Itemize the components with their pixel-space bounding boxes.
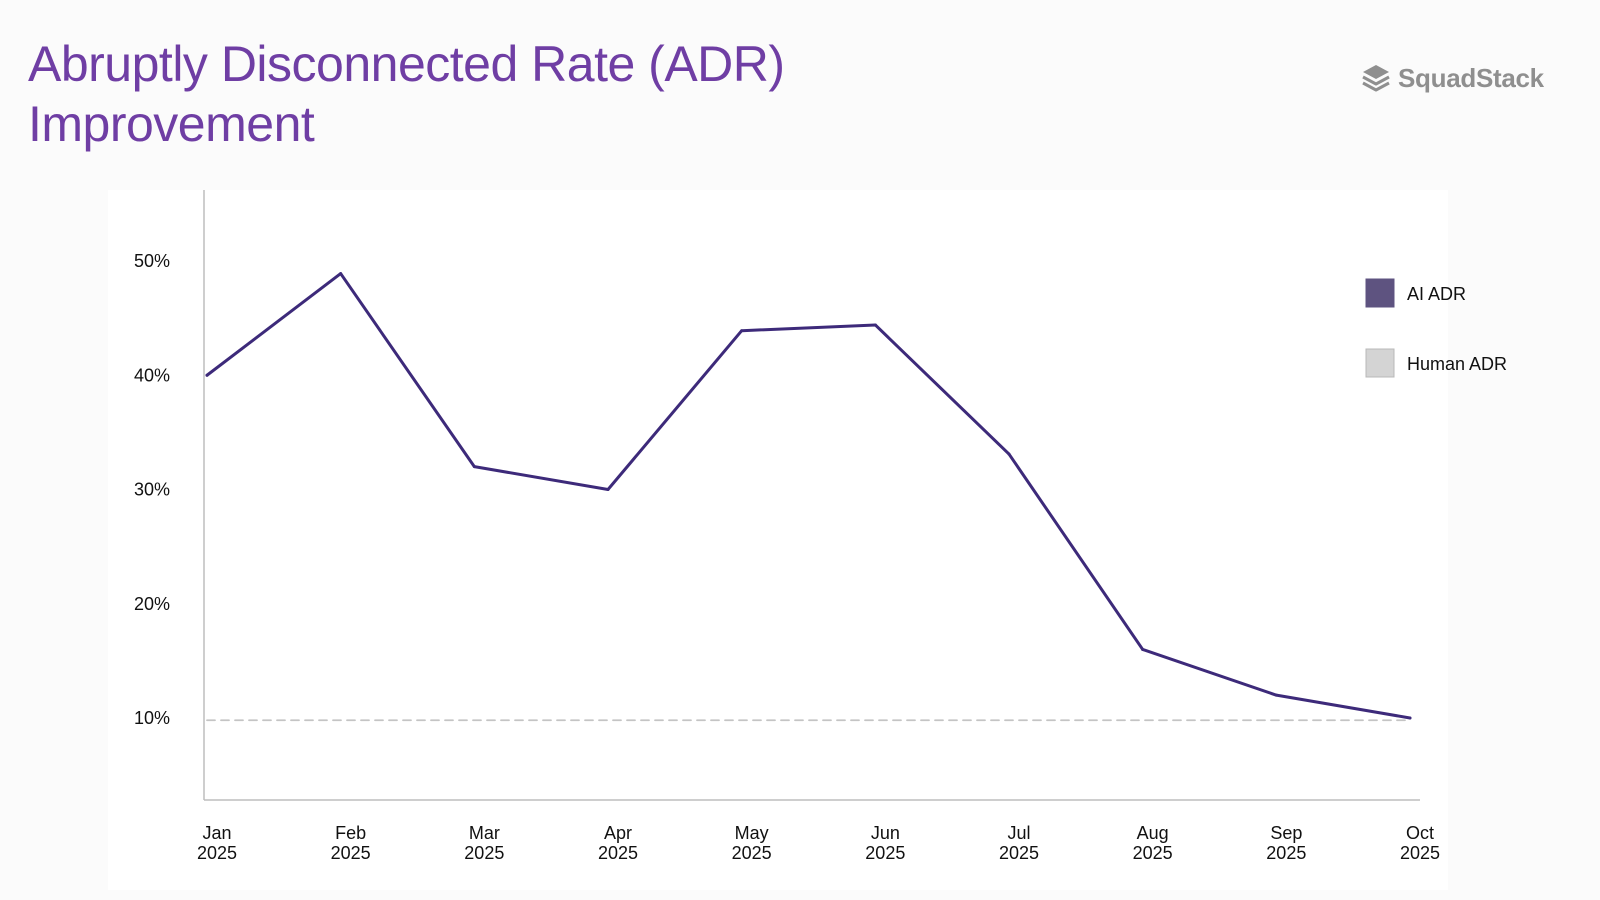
ai-adr-point [1141, 647, 1145, 651]
title-line-1: Abruptly Disconnected Rate (ADR) [28, 36, 785, 92]
x-tick-label-month: Jul [1007, 823, 1030, 843]
x-tick-label-month: Oct [1406, 823, 1434, 843]
y-tick-label: 40% [134, 365, 170, 385]
legend-swatch-human-adr [1365, 348, 1395, 378]
x-tick-label-year: 2025 [598, 843, 638, 863]
chart-panel [108, 190, 1448, 890]
brand-name: SquadStack [1398, 62, 1544, 93]
ai-adr-point [1408, 716, 1412, 720]
x-tick-label-month: Apr [604, 823, 632, 843]
x-tick-label-month: Feb [335, 823, 366, 843]
brand-logo: SquadStack [1360, 62, 1544, 94]
x-tick-label-month: Jun [871, 823, 900, 843]
x-tick-label-year: 2025 [1266, 843, 1306, 863]
x-tick-label-month: Aug [1137, 823, 1169, 843]
y-tick-label: 30% [134, 480, 170, 500]
x-tick-label-year: 2025 [331, 843, 371, 863]
ai-adr-point [1007, 452, 1011, 456]
ai-adr-point [606, 488, 610, 491]
x-tick-label-year: 2025 [1400, 843, 1440, 863]
legend-swatch-ai-adr [1365, 278, 1395, 308]
ai-adr-point [740, 329, 744, 333]
x-tick-label-year: 2025 [999, 843, 1039, 863]
x-tick-label-year: 2025 [865, 843, 905, 863]
x-tick-label-month: May [735, 823, 769, 843]
ai-adr-point [205, 373, 209, 377]
x-tick-label-year: 2025 [732, 843, 772, 863]
stacked-layers-icon [1362, 65, 1390, 92]
ai-adr-point [339, 272, 343, 276]
x-tick-label-month: Mar [469, 823, 500, 843]
ai-adr-point [873, 323, 877, 327]
x-tick-label-month: Sep [1270, 823, 1302, 843]
title-line-2: Improvement [28, 96, 315, 152]
ai-adr-point [1274, 693, 1278, 697]
legend-label-ai-adr: AI ADR [1407, 284, 1466, 304]
x-tick-label-month: Jan [202, 823, 231, 843]
page-title: Abruptly Disconnected Rate (ADR) Improve… [28, 34, 785, 154]
ai-adr-point [472, 465, 476, 469]
x-tick-label-year: 2025 [197, 843, 237, 863]
y-tick-label: 20% [134, 594, 170, 614]
y-tick-label: 50% [134, 251, 170, 271]
ai-adr-line [205, 272, 1412, 720]
legend-label-human-adr: Human ADR [1407, 354, 1507, 374]
x-tick-label-year: 2025 [464, 843, 504, 863]
y-tick-label: 10% [134, 708, 170, 728]
x-tick-label-year: 2025 [1133, 843, 1173, 863]
